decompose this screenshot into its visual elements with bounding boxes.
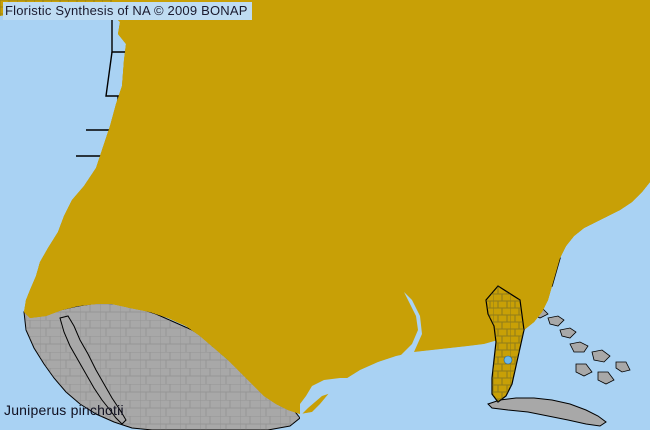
texas-gulf-coast <box>300 292 422 416</box>
outside-study-area-landmass <box>23 302 631 430</box>
species-name-label: Juniperus pinchotii <box>4 402 124 418</box>
gulf-of-mexico <box>300 285 525 430</box>
bonap-credit-label: Floristic Synthesis of NA © 2009 BONAP <box>3 2 252 20</box>
lake-okeechobee <box>503 355 513 365</box>
